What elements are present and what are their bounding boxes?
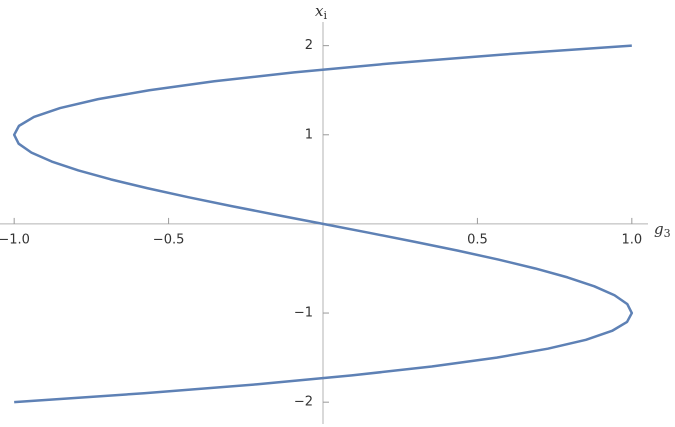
x-tick-label: 0.5: [467, 232, 488, 247]
x-label-sub: 3: [664, 227, 671, 240]
x-tick-label: −0.5: [153, 232, 185, 247]
x-tick-label: 1.0: [621, 232, 642, 247]
x-tick-label: −1.0: [0, 232, 30, 247]
x-label-base: g: [654, 220, 664, 238]
y-tick-label: 1: [305, 127, 313, 142]
y-tick-label: −1: [294, 306, 313, 321]
y-label-base: x: [315, 2, 324, 20]
y-label-sub: i: [323, 9, 327, 22]
y-tick-label: −2: [294, 395, 313, 410]
curve: [12, 44, 634, 404]
x-axis-label: g3: [654, 220, 671, 240]
y-tick-label: 2: [305, 38, 313, 53]
y-axis-label: xi: [315, 2, 327, 22]
